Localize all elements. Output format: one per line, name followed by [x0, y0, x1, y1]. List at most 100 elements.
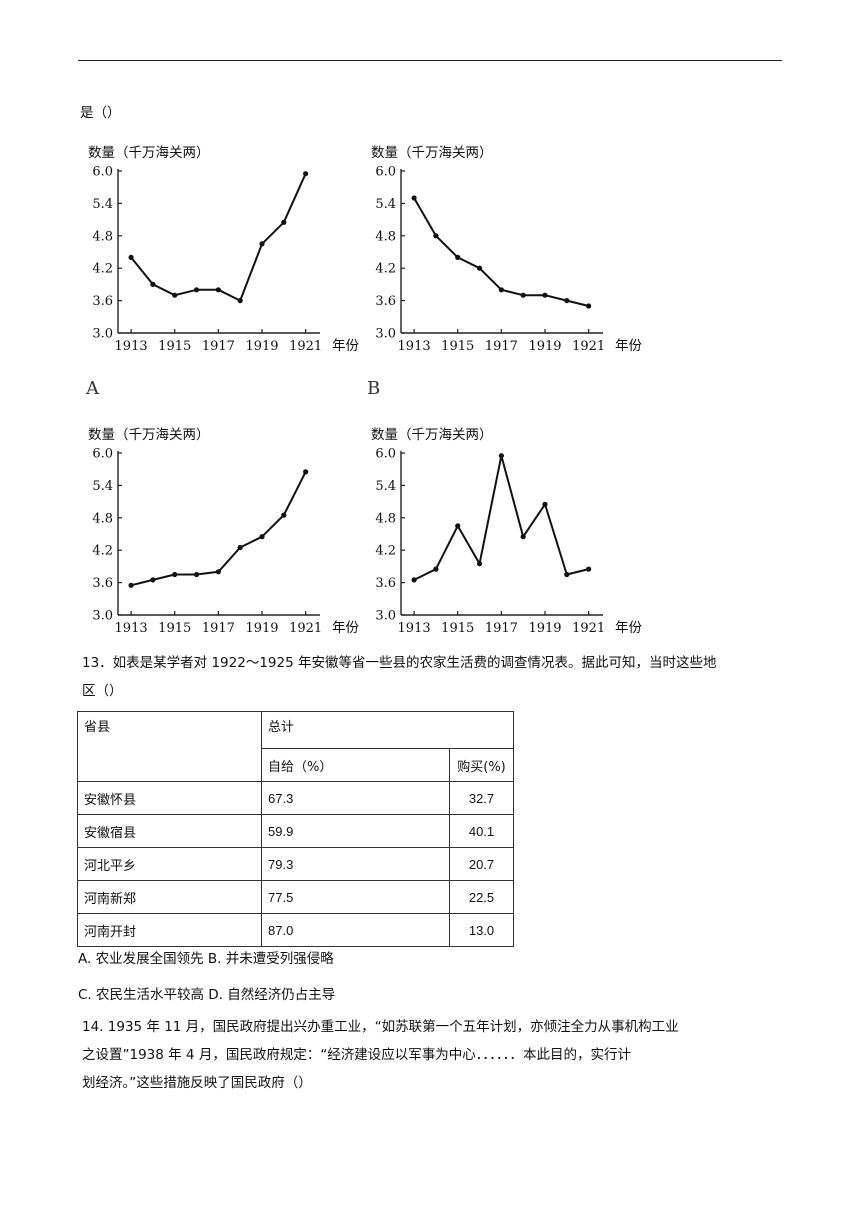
x-tick-label: 1919 [245, 339, 278, 354]
y-tick-label: 4.2 [375, 544, 396, 559]
data-point [193, 571, 200, 578]
q12-tail: 是（） [80, 105, 121, 121]
series-line [130, 173, 307, 302]
q13-line1: 13．如表是某学者对 1922～1925 年安徽等省一些县的农家生活费的调查情况… [82, 655, 717, 671]
data-point [172, 292, 178, 298]
cell-self: 59.9 [261, 814, 450, 848]
y-tick-label: 6.0 [92, 165, 113, 180]
y-tick-label: 5.4 [92, 197, 113, 212]
x-tick-label: 1917 [202, 339, 235, 354]
cell-name: 河南新郑 [77, 880, 262, 914]
data-point [455, 523, 461, 529]
y-tick-label: 3.0 [375, 609, 396, 624]
y-tick-label: 6.0 [375, 165, 396, 180]
y-tick-label: 3.6 [375, 294, 396, 309]
data-point [128, 254, 134, 260]
x-tick-label: 1915 [441, 621, 474, 636]
data-point [237, 298, 243, 304]
data-point [542, 501, 548, 507]
x-tick-label: 1919 [245, 621, 278, 636]
chart-b-label: B [367, 378, 381, 399]
x-tick-label: 1913 [115, 621, 148, 636]
y-tick-label: 3.6 [92, 294, 113, 309]
y-tick-label: 3.0 [92, 609, 113, 624]
data-point [564, 571, 570, 578]
y-axis-label: 数量（千万海关两） [371, 427, 493, 443]
data-point [520, 534, 526, 540]
x-tick-label: 1915 [441, 339, 474, 354]
y-tick-label: 4.2 [92, 262, 113, 277]
data-point [542, 292, 548, 298]
x-tick-label: 1919 [528, 339, 561, 354]
data-point [586, 566, 592, 572]
data-point [172, 571, 178, 578]
y-tick-label: 4.8 [375, 511, 396, 526]
data-point [281, 219, 287, 225]
q14-line1: 14. 1935 年 11 月，国民政府提出兴办重工业，“如苏联第一个五年计划，… [82, 1019, 679, 1035]
data-point [281, 512, 287, 518]
y-tick-label: 4.2 [92, 544, 113, 559]
y-axis-label: 数量（千万海关两） [88, 427, 210, 443]
x-tick-label: 1921 [572, 621, 605, 636]
data-point [411, 195, 417, 201]
cell-name: 安徽宿县 [77, 814, 262, 848]
y-tick-label: 3.6 [375, 576, 396, 591]
x-tick-label: 1913 [115, 339, 148, 354]
cell-buy: 20.7 [449, 847, 514, 881]
x-tick-label: 1921 [289, 621, 322, 636]
x-tick-label: 1917 [485, 621, 518, 636]
series-line [413, 454, 589, 581]
q13-line2: 区（） [82, 683, 123, 699]
data-point [215, 287, 221, 293]
x-tick-label: 1919 [528, 621, 561, 636]
table-row: 安徽宿县 59.9 40.1 [77, 814, 514, 848]
cell-buy: 13.0 [449, 913, 514, 947]
header-province: 省县 [77, 711, 262, 782]
data-point [150, 281, 156, 287]
cell-self: 77.5 [261, 880, 450, 914]
header-buy: 购买(%) [449, 748, 514, 782]
y-tick-label: 5.4 [375, 479, 396, 494]
data-point [498, 287, 504, 293]
y-tick-label: 6.0 [92, 447, 113, 462]
header-total: 总计 [261, 711, 514, 749]
x-axis-label: 年份 [332, 620, 359, 636]
table-row: 安徽怀县 67.3 32.7 [77, 781, 514, 815]
cell-self: 67.3 [261, 781, 450, 815]
q14-line3: 划经济。”这些措施反映了国民政府（） [82, 1075, 312, 1091]
y-tick-label: 6.0 [375, 447, 396, 462]
x-tick-label: 1917 [202, 621, 235, 636]
data-point [455, 254, 461, 260]
chart-a-label: A [86, 378, 99, 399]
data-point [303, 171, 309, 177]
table-row: 河北平乡 79.3 20.7 [77, 847, 514, 881]
x-axis-label: 年份 [615, 338, 643, 354]
q13-options-cd: C. 农民生活水平较高 D. 自然经济仍占主导 [78, 987, 336, 1003]
x-tick-label: 1913 [398, 621, 431, 636]
table-row: 河南新郑 77.5 22.5 [77, 880, 514, 914]
data-point [259, 534, 265, 540]
survey-table: 省县 总计 自给（%） 购买(%) 安徽怀县 67.3 32.7 安徽宿县 59… [77, 711, 514, 947]
data-point [586, 303, 592, 309]
data-point [564, 298, 570, 304]
x-axis-label: 年份 [615, 620, 643, 636]
x-tick-label: 1915 [158, 621, 191, 636]
cell-name: 安徽怀县 [77, 781, 262, 815]
data-point [433, 233, 439, 239]
data-point [193, 287, 200, 293]
x-tick-label: 1921 [572, 339, 605, 354]
table-row: 河南开封 87.0 13.0 [77, 913, 514, 947]
x-tick-label: 1921 [289, 339, 322, 354]
data-point [215, 569, 221, 575]
data-point [433, 566, 439, 572]
y-tick-label: 3.6 [92, 576, 113, 591]
y-tick-label: 4.8 [92, 511, 113, 526]
q14-line2: 之设置”1938 年 4 月，国民政府规定：“经济建设应以军事为中心．．．．．．… [82, 1047, 632, 1063]
cell-self: 87.0 [261, 913, 450, 947]
data-point [476, 561, 483, 567]
data-point [498, 453, 504, 459]
data-point [520, 292, 526, 298]
